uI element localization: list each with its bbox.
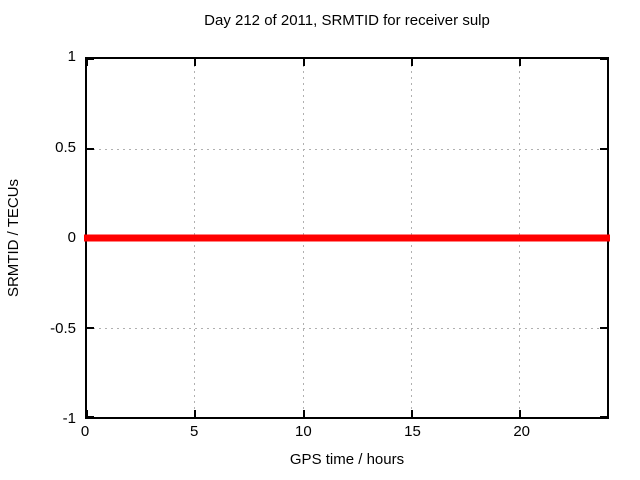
x-tick-bottom (86, 410, 88, 417)
chart-title: Day 212 of 2011, SRMTID for receiver sul… (204, 12, 490, 29)
x-axis-label: GPS time / hours (289, 451, 405, 468)
x-tick-bottom (411, 410, 413, 417)
x-tick-top (519, 59, 522, 66)
y-tick-right (600, 58, 607, 60)
x-tick-bottom (519, 410, 522, 417)
y-tick-label: 1 (67, 48, 76, 65)
y-tick-label: -0.5 (50, 319, 76, 337)
x-tick-label: 0 (80, 423, 90, 440)
x-tick-label: 5 (189, 423, 199, 440)
y-gridline (87, 148, 607, 150)
y-tick-label: 0 (67, 229, 76, 246)
y-tick-left (87, 326, 94, 329)
x-tick-top (86, 59, 88, 66)
y-tick-right (600, 416, 607, 418)
x-tick-top (411, 59, 413, 66)
series-line (84, 234, 610, 242)
x-tick-bottom (302, 410, 305, 417)
x-tick-top (194, 59, 197, 66)
x-tick-top (302, 59, 305, 66)
x-tick-label: 15 (404, 423, 421, 440)
x-tick-label: 20 (513, 423, 530, 440)
y-gridline (87, 327, 607, 329)
y-tick-left (87, 416, 94, 418)
x-tick-label: 10 (294, 423, 312, 440)
y-tick-right (600, 147, 607, 150)
y-tick-left (87, 147, 94, 150)
y-tick-label: 0.5 (55, 138, 76, 156)
y-tick-right (600, 326, 607, 329)
y-tick-label: -1 (62, 410, 76, 427)
x-tick-bottom (194, 410, 197, 417)
plot-area (84, 57, 610, 419)
y-tick-left (87, 58, 94, 60)
